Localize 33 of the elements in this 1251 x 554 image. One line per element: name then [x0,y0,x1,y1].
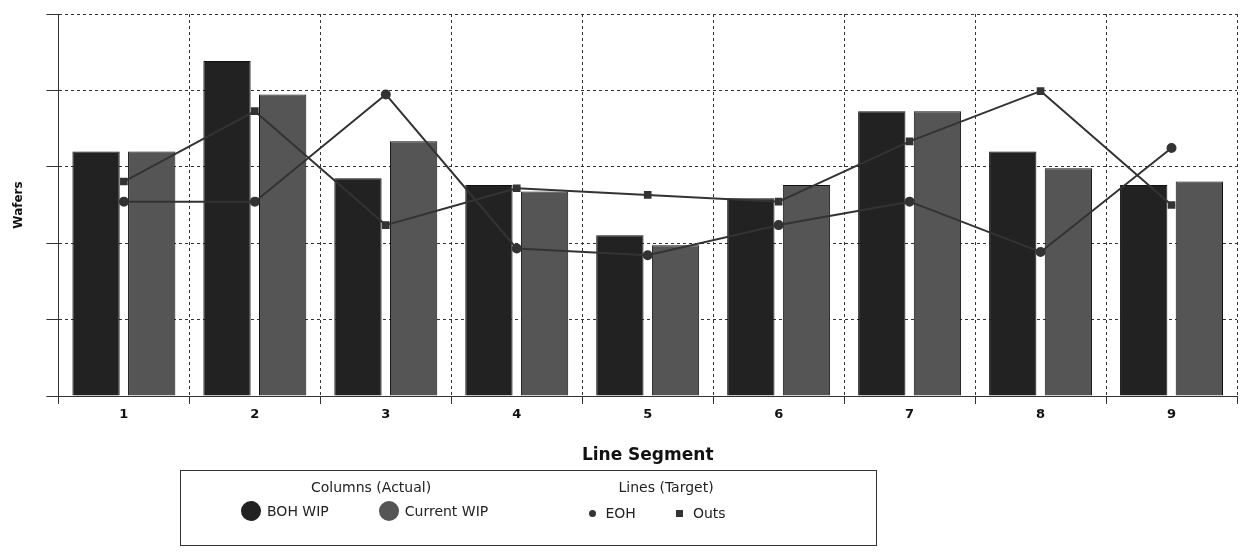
x-tick-label: 5 [643,406,653,422]
text: Columns (Actual) [310,479,433,495]
point [118,196,129,207]
point [380,89,391,100]
point [642,250,653,261]
point [1036,87,1045,95]
point [1035,246,1046,257]
legend-label: Outs [691,505,726,521]
point [1166,143,1177,154]
point [904,196,915,207]
x-tick-label: 1 [119,406,129,422]
point [249,196,260,207]
y-axis-title: Wafers [11,181,26,229]
point [381,221,390,229]
x-tick-label: 3 [381,406,391,422]
x-tick-label: 7 [905,406,915,422]
point [120,177,128,186]
point [511,243,522,254]
x-tick-label: 6 [774,406,784,422]
legend-label: BOH WIP [266,502,329,521]
point [773,220,784,231]
point [1167,201,1176,209]
x-tick-label: 9 [1167,406,1177,422]
point [512,184,521,193]
point [643,191,652,199]
x-axis-title: Line Segment [581,444,714,465]
legend-label: Current WIP [403,502,489,521]
text: Lines (Target) [617,479,715,495]
x-tick-label: 2 [250,406,260,422]
x-tick-label: 4 [512,406,522,422]
legend-label: EOH [604,505,636,521]
point [251,107,259,115]
x-tick-label: 8 [1036,406,1046,422]
